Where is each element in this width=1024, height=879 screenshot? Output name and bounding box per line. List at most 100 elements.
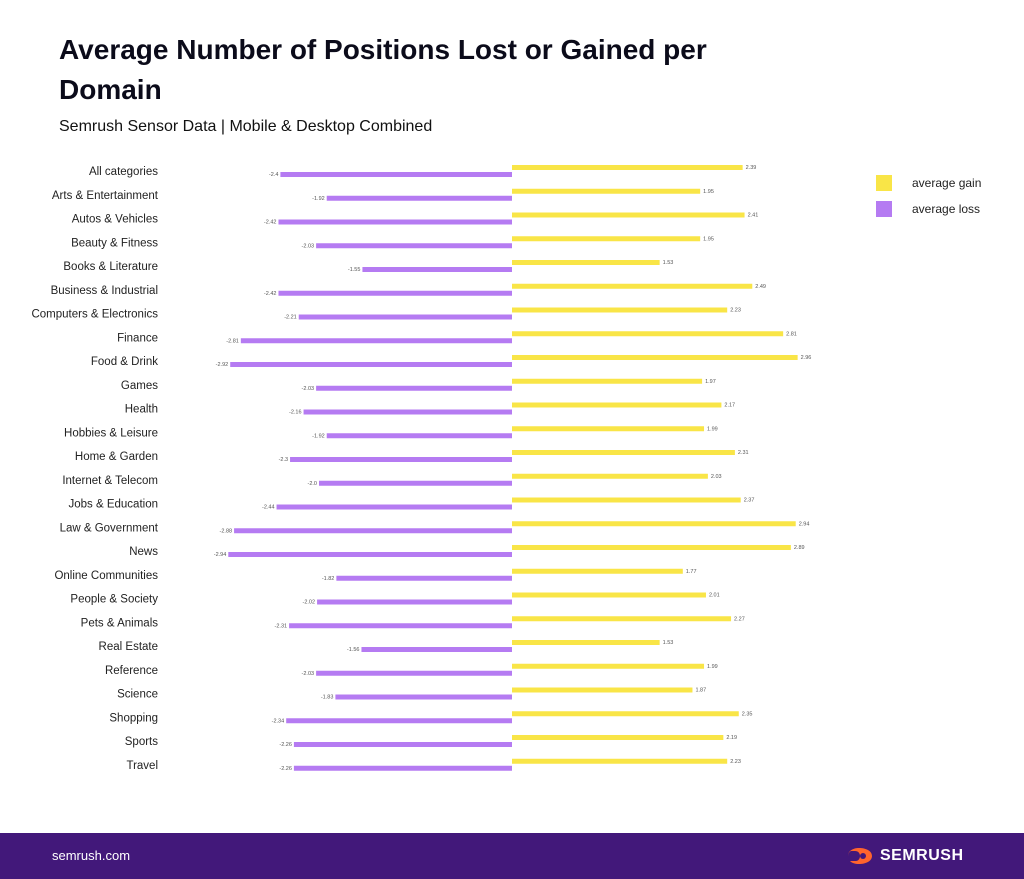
loss-value-label: -2.4: [269, 172, 278, 178]
category-label: Health: [125, 404, 158, 416]
loss-value-label: -2.42: [264, 291, 277, 297]
gain-bar: [512, 260, 660, 265]
loss-bar: [276, 504, 512, 510]
loss-bar: [362, 267, 512, 272]
loss-value-label: -1.92: [312, 196, 325, 202]
gain-value-label: 2.94: [799, 521, 810, 527]
loss-value-label: -1.56: [347, 647, 360, 653]
gain-bar: [512, 592, 706, 598]
loss-value-label: -2.44: [262, 505, 275, 511]
gain-bar: [512, 616, 732, 622]
gain-value-label: 1.95: [703, 236, 714, 242]
loss-value-label: -2.94: [214, 552, 227, 558]
loss-value-label: -2.42: [264, 220, 277, 226]
loss-bar: [293, 765, 512, 771]
category-label: Games: [121, 380, 158, 392]
loss-bar: [317, 599, 512, 605]
gain-value-label: 1.99: [707, 426, 718, 432]
category-label: Pets & Animals: [81, 617, 159, 629]
gain-value-label: 1.97: [705, 379, 716, 385]
loss-value-label: -1.55: [348, 267, 361, 273]
loss-bar: [316, 385, 512, 391]
loss-bar: [289, 623, 512, 629]
gain-value-label: 2.49: [755, 284, 766, 290]
loss-value-label: -2.31: [275, 623, 288, 629]
legend-swatch-loss: [876, 201, 892, 217]
category-label: Home & Garden: [75, 451, 158, 463]
category-label: Internet & Telecom: [62, 475, 158, 487]
gain-bar: [512, 450, 735, 455]
loss-value-label: -1.82: [322, 576, 335, 582]
legend-label-gain: average gain: [912, 176, 982, 190]
loss-bar: [361, 647, 512, 652]
gain-value-label: 2.03: [711, 474, 722, 480]
gain-bar: [512, 473, 708, 479]
legend-item-loss: average loss: [876, 196, 981, 222]
loss-value-label: -2.21: [284, 315, 297, 321]
loss-value-label: -2.26: [279, 742, 292, 748]
category-label: Sports: [125, 736, 158, 748]
gain-value-label: 2.01: [709, 593, 720, 599]
semrush-logo: SEMRUSH: [846, 846, 964, 866]
gain-bar: [512, 212, 745, 218]
category-label: Business & Industrial: [51, 285, 158, 297]
loss-bar: [290, 457, 512, 462]
loss-bar: [319, 480, 512, 486]
chart-legend: average gain average loss: [876, 170, 981, 222]
category-label: Jobs & Education: [68, 499, 158, 511]
gain-value-label: 2.35: [742, 711, 753, 717]
category-label: News: [129, 546, 158, 558]
category-label: All categories: [89, 166, 158, 178]
gain-value-label: 1.95: [703, 189, 714, 195]
loss-bar: [286, 718, 512, 724]
gain-value-label: 2.17: [724, 403, 735, 409]
loss-bar: [234, 528, 512, 534]
legend-swatch-gain: [876, 175, 892, 191]
loss-bar: [335, 694, 512, 700]
gain-bar: [512, 545, 791, 550]
loss-bar: [336, 575, 512, 581]
category-label: Autos & Vehicles: [72, 214, 159, 226]
category-label: Real Estate: [99, 641, 158, 653]
gain-bar: [512, 188, 701, 194]
gain-bar: [512, 402, 722, 408]
loss-bar: [298, 314, 512, 320]
semrush-logo-text: SEMRUSH: [880, 847, 964, 864]
loss-value-label: -2.16: [289, 410, 302, 416]
gain-value-label: 2.81: [786, 331, 797, 337]
gain-value-label: 2.27: [734, 616, 745, 622]
loss-bar: [316, 670, 512, 676]
loss-bar: [326, 195, 512, 201]
category-label: Finance: [117, 332, 158, 344]
gain-bar: [512, 283, 753, 289]
gain-value-label: 2.23: [730, 308, 741, 314]
gain-bar: [512, 521, 796, 527]
category-label: Law & Government: [60, 522, 159, 534]
loss-value-label: -2.03: [302, 671, 315, 677]
category-label: Reference: [105, 665, 158, 677]
gain-bar: [512, 378, 703, 384]
gain-bar: [512, 307, 728, 313]
gain-value-label: 1.53: [663, 640, 674, 646]
category-label: Computers & Electronics: [31, 309, 158, 321]
loss-value-label: -2.03: [302, 243, 315, 249]
gain-bar: [512, 640, 660, 645]
loss-value-label: -2.02: [303, 600, 316, 606]
loss-bar: [316, 243, 512, 249]
category-label: Books & Literature: [63, 261, 158, 273]
gain-bar: [512, 497, 741, 503]
loss-value-label: -1.92: [312, 433, 325, 439]
loss-value-label: -2.81: [226, 338, 239, 344]
legend-item-gain: average gain: [876, 170, 981, 196]
footer-site-link[interactable]: semrush.com: [52, 848, 131, 863]
category-label: Travel: [126, 760, 158, 772]
gain-value-label: 2.31: [738, 450, 749, 456]
gain-bar: [512, 735, 724, 740]
category-label: Online Communities: [54, 570, 158, 582]
loss-value-label: -2.34: [272, 718, 285, 724]
loss-bar: [240, 338, 512, 344]
gain-bar: [512, 711, 739, 717]
category-label: Food & Drink: [91, 356, 158, 368]
chart-title: Average Number of Positions Lost or Gain…: [59, 34, 707, 105]
loss-bar: [278, 219, 512, 225]
